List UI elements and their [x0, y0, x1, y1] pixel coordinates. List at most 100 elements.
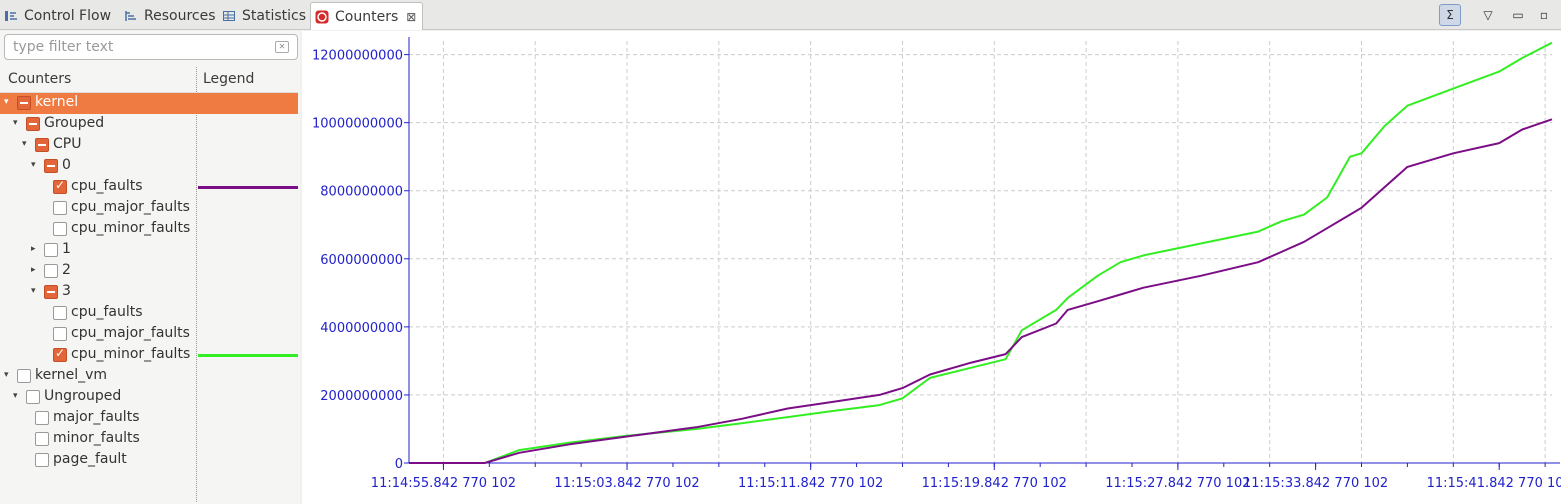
counter-checkbox[interactable]	[53, 346, 67, 362]
counter-checkbox[interactable]	[53, 178, 67, 194]
tree-row[interactable]: ▾ kernel	[0, 93, 298, 114]
tree-row-label: Ungrouped	[44, 388, 122, 404]
tab-counters[interactable]: Counters ⊠	[310, 2, 424, 30]
collapse-arrow-icon[interactable]: ▾	[4, 370, 9, 380]
view-menu-button[interactable]: ▽	[1483, 8, 1493, 22]
tree-row[interactable]: ▾ Grouped	[0, 114, 298, 135]
y-tick-label: 10000000000	[312, 117, 403, 132]
tree-row-label: 1	[62, 241, 71, 257]
filter-input[interactable]: type filter text ✕	[4, 34, 298, 60]
counter-checkbox[interactable]	[26, 390, 40, 404]
counter-checkbox[interactable]	[35, 432, 49, 446]
x-tick-label: 11:15:19.842 770 102	[922, 476, 1067, 491]
series-line	[409, 41, 1553, 464]
tree-row-label: 2	[62, 262, 71, 278]
tree-row[interactable]: cpu_major_faults	[0, 198, 298, 219]
tab-label: Resources	[144, 8, 216, 24]
tree-row[interactable]: ▾ 3	[0, 282, 298, 303]
tree-row[interactable]: cpu_minor_faults	[0, 345, 298, 366]
tree-row[interactable]: cpu_minor_faults	[0, 219, 298, 240]
chart-canvas: 0 2000000000 4000000000 6000000000 800000000…	[312, 37, 1561, 491]
resources-icon	[124, 9, 138, 23]
x-tick-label: 11:14:55.842 770 102	[371, 476, 516, 491]
counter-checkbox[interactable]	[44, 285, 58, 299]
collapse-arrow-icon[interactable]: ▾	[31, 160, 36, 170]
collapse-arrow-icon[interactable]: ▾	[31, 286, 36, 296]
view-toolbar: Σ ▽ ▭ ▫	[1439, 4, 1555, 26]
tab-statistics[interactable]: Statistics	[222, 3, 306, 29]
sigma-button[interactable]: Σ	[1439, 4, 1461, 26]
counter-checkbox[interactable]	[35, 453, 49, 467]
tab-control-flow[interactable]: Control Flow	[4, 3, 111, 29]
tree-row-label: CPU	[53, 136, 82, 152]
legend-swatch	[198, 186, 298, 189]
tab-resources[interactable]: Resources	[124, 3, 216, 29]
maximize-button[interactable]: ▫	[1539, 8, 1549, 22]
tree-row-label: 3	[62, 283, 71, 299]
tree-row[interactable]: cpu_faults	[0, 303, 298, 324]
counter-checkbox[interactable]	[53, 201, 67, 215]
statistics-icon	[222, 9, 236, 23]
tree-row-label: cpu_major_faults	[71, 199, 190, 215]
tree-row[interactable]: major_faults	[0, 408, 298, 429]
x-tick-label: 11:15:27.842 770 102	[1105, 476, 1250, 491]
minimize-button[interactable]: ▭	[1512, 8, 1524, 22]
counter-checkbox[interactable]	[26, 117, 40, 131]
collapse-arrow-icon[interactable]: ▾	[22, 139, 27, 149]
y-tick-label: 0	[395, 457, 403, 472]
tree-row[interactable]: cpu_major_faults	[0, 324, 298, 345]
tree-row[interactable]: ▸ 1	[0, 240, 298, 261]
counters-chart[interactable]: 0 2000000000 4000000000 6000000000 800000000…	[302, 31, 1561, 504]
series-line	[409, 118, 1553, 464]
counter-checkbox[interactable]	[44, 159, 58, 173]
tree-row[interactable]: ▾ kernel_vm	[0, 366, 298, 387]
collapse-arrow-icon[interactable]: ▾	[4, 97, 9, 107]
tree-row[interactable]: cpu_faults	[0, 177, 298, 198]
clear-filter-icon[interactable]: ✕	[275, 41, 289, 53]
tree-row-label: cpu_minor_faults	[71, 346, 191, 362]
tree-row-label: major_faults	[53, 409, 140, 425]
counter-checkbox[interactable]	[35, 138, 49, 152]
counter-checkbox[interactable]	[44, 264, 58, 278]
counter-checkbox[interactable]	[17, 96, 31, 110]
counter-checkbox[interactable]	[53, 306, 67, 320]
counter-checkbox[interactable]	[17, 369, 31, 383]
tree-row-label: cpu_faults	[71, 304, 143, 320]
tree-row[interactable]: ▾ Ungrouped	[0, 387, 298, 408]
counters-icon	[315, 10, 329, 24]
tree-row[interactable]: page_fault	[0, 450, 298, 471]
collapse-arrow-icon[interactable]: ▾	[13, 391, 18, 401]
x-tick-label: 11:15:11.842 770 102	[738, 476, 883, 491]
tree-row-label: page_fault	[53, 451, 127, 467]
close-tab-icon[interactable]: ⊠	[406, 9, 417, 24]
counter-checkbox[interactable]	[53, 327, 67, 341]
counter-checkbox[interactable]	[44, 243, 58, 257]
tab-label: Statistics	[242, 8, 306, 24]
x-tick-label: 11:15:33.842 770 102	[1243, 476, 1388, 491]
tree-row[interactable]: ▸ 2	[0, 261, 298, 282]
y-tick-label: 8000000000	[320, 185, 403, 200]
y-tick-label: 6000000000	[320, 253, 403, 268]
expand-arrow-icon[interactable]: ▸	[31, 244, 36, 254]
counter-checkbox[interactable]	[53, 222, 67, 236]
counter-checkbox[interactable]	[35, 411, 49, 425]
column-separator	[196, 67, 197, 502]
counters-tree-panel: type filter text ✕ Counters Legend ▾ kern…	[0, 31, 300, 504]
collapse-arrow-icon[interactable]: ▾	[13, 118, 18, 128]
tree-row-label: 0	[62, 157, 71, 173]
filter-placeholder: type filter text	[13, 39, 114, 55]
expand-arrow-icon[interactable]: ▸	[31, 265, 36, 275]
view-tab-bar: Control Flow Resources Statistics Counte…	[0, 0, 1561, 30]
tree-row[interactable]: ▾ 0	[0, 156, 298, 177]
tree-row[interactable]: minor_faults	[0, 429, 298, 450]
tree-row-label: Grouped	[44, 115, 105, 131]
tree-row-label: kernel_vm	[35, 367, 108, 383]
column-header-legend[interactable]: Legend	[203, 71, 255, 87]
tree-row-label: kernel	[35, 94, 79, 110]
tab-label: Counters	[335, 8, 399, 25]
tab-label: Control Flow	[24, 8, 112, 24]
column-header-counters[interactable]: Counters	[8, 71, 72, 87]
tree-row[interactable]: ▾ CPU	[0, 135, 298, 156]
y-tick-label: 4000000000	[320, 321, 403, 336]
tree-row-label: cpu_major_faults	[71, 325, 190, 341]
